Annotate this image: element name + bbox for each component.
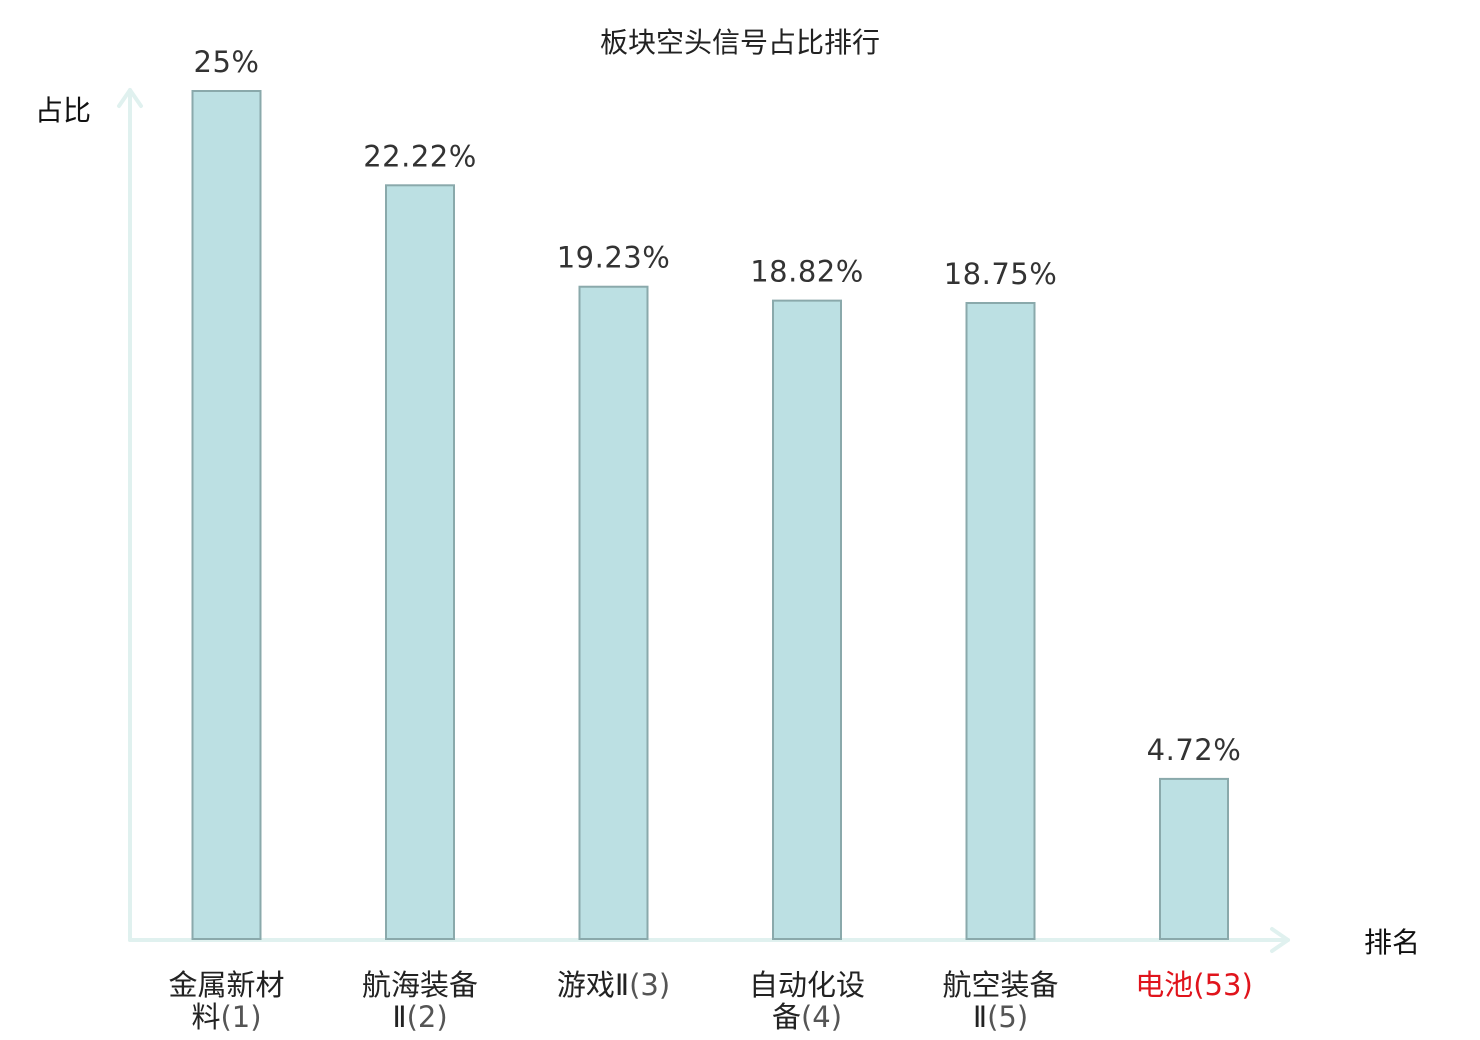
category-label-line: 自动化设 (749, 968, 865, 1002)
category-label-line: 游戏Ⅱ (557, 968, 629, 1002)
bar-4 (772, 299, 842, 940)
value-labels-group: 25% 22.22% 19.23% 18.82% 18.75% 4.72% (194, 45, 1242, 767)
x-axis-label: 排名 (1364, 926, 1420, 959)
value-label-6: 4.72% (1147, 733, 1242, 767)
bars-group (191, 90, 1229, 941)
bar-1 (191, 90, 262, 940)
category-rank: (2) (407, 1000, 448, 1034)
category-label-line: Ⅱ (392, 1000, 406, 1034)
category-label-line: 备 (772, 1000, 801, 1034)
category-label-4: 自动化设备(4) (749, 968, 865, 1034)
category-label-3: 游戏Ⅱ(3) (557, 968, 670, 1002)
category-label-1: 金属新材料(1) (168, 968, 284, 1034)
category-rank: (4) (801, 1000, 842, 1034)
bar-5 (965, 302, 1036, 940)
category-label-2: 航海装备 Ⅱ(2) (362, 968, 478, 1034)
category-label-line: 航海装备 (362, 968, 478, 1002)
value-label-5: 18.75% (944, 257, 1058, 291)
bar-6 (1159, 777, 1229, 940)
category-rank: (1) (220, 1000, 261, 1034)
value-label-2: 22.22% (363, 139, 477, 173)
category-label-line: 航空装备 (942, 968, 1058, 1002)
category-label-line: 金属新材 (168, 968, 284, 1002)
x-axis-arrow (1270, 927, 1290, 953)
category-rank: (5) (987, 1000, 1028, 1034)
value-label-1: 25% (194, 45, 260, 79)
y-axis-arrow (117, 88, 143, 108)
bar-3 (578, 285, 649, 941)
category-label-6: 电池(53) (1135, 968, 1253, 1002)
value-label-3: 19.23% (557, 241, 671, 275)
category-label-line: Ⅱ (973, 1000, 987, 1034)
category-label-line: 电池 (1135, 968, 1193, 1002)
value-label-4: 18.82% (750, 255, 864, 289)
category-rank: (3) (629, 968, 670, 1002)
category-rank: (53) (1193, 968, 1253, 1002)
category-labels-group: 金属新材料(1)航海装备 Ⅱ(2)游戏Ⅱ(3) 自动化设备(4)航空装备 Ⅱ(5)电池… (168, 968, 1252, 1034)
bar-2 (385, 184, 455, 940)
y-axis-label: 占比 (35, 94, 91, 127)
chart-title: 板块空头信号占比排行 (600, 26, 880, 59)
category-label-5: 航空装备 Ⅱ(5) (942, 968, 1058, 1034)
category-label-line: 料 (191, 1000, 220, 1034)
